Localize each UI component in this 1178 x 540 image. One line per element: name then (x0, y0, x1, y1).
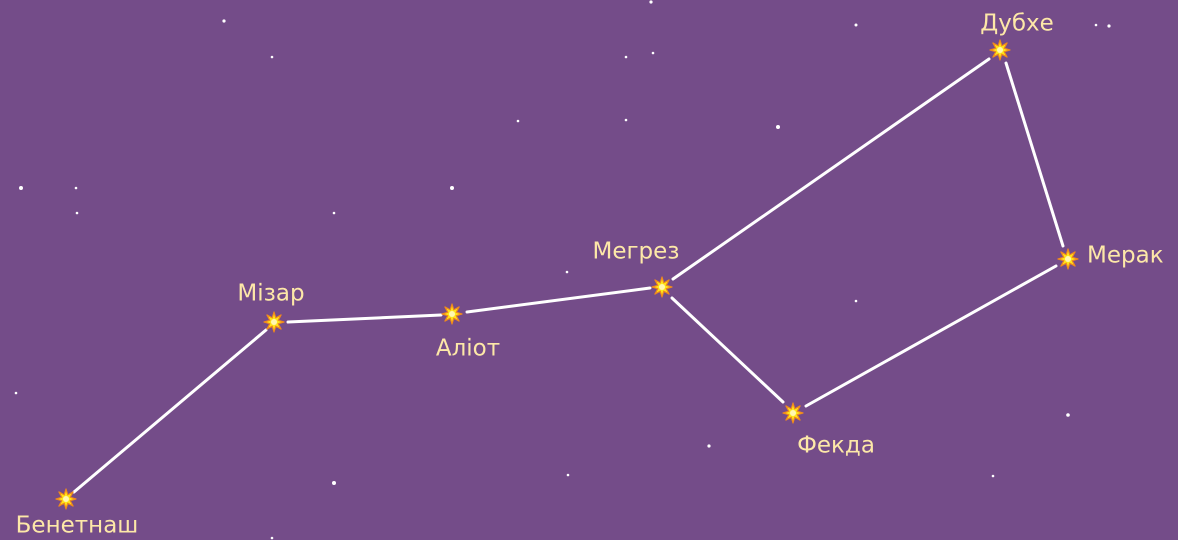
star (442, 304, 462, 324)
sky (0, 0, 1178, 540)
star (990, 40, 1010, 60)
star-label: Мізар (237, 281, 304, 307)
star-label: Мегрез (592, 239, 679, 265)
star (1058, 249, 1078, 269)
star-label: Аліот (436, 336, 500, 362)
constellation-diagram: Дубхе Мерак Фекда Мегрез Аліот Мізар Бен… (0, 0, 1178, 540)
page: Дубхе Мерак Фекда Мегрез Аліот Мізар Бен… (0, 0, 1178, 540)
star-label: Фекда (797, 433, 875, 459)
star (56, 489, 76, 509)
star-label: Мерак (1087, 243, 1164, 269)
star (264, 312, 284, 332)
star (652, 277, 672, 297)
star-label: Бенетнаш (16, 513, 139, 539)
star (783, 403, 803, 423)
star-label: Дубхе (980, 11, 1054, 37)
